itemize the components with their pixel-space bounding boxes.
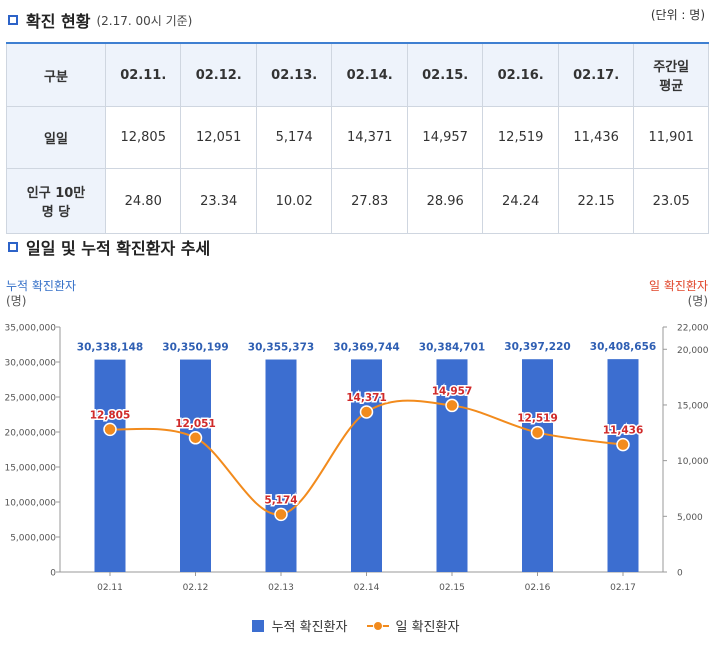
x-axis-tick-label: 02.12 xyxy=(183,583,209,593)
bar-label: 30,408,656 xyxy=(590,341,656,353)
right-axis-unit: (명) xyxy=(688,294,708,308)
status-title: 확진 현황 xyxy=(26,12,91,31)
bar-label: 30,384,701 xyxy=(419,341,485,353)
line-label: 12,805 xyxy=(90,409,131,421)
table-header-cell: 구분 xyxy=(6,42,106,107)
bar xyxy=(94,359,126,572)
line-label: 12,519 xyxy=(517,413,558,425)
line-point xyxy=(530,425,545,440)
bar xyxy=(522,359,553,572)
x-axis-tick-label: 02.15 xyxy=(439,583,465,593)
left-axis-tick-label: 30,000,000 xyxy=(4,359,56,369)
table-cell: 14,371 xyxy=(331,106,408,169)
table-header-cell: 02.16. xyxy=(482,42,559,107)
right-axis-tick-label: 22,000 xyxy=(677,324,709,334)
table-header-row: 구분 02.11. 02.12. 02.13. 02.14. 02.15. 02.16. 02… xyxy=(6,42,709,107)
right-axis-tick-label: 20,000 xyxy=(677,346,709,356)
left-axis-tick-label: 20,000,000 xyxy=(4,429,56,439)
line-point xyxy=(274,507,288,522)
bar-label: 30,397,220 xyxy=(504,341,570,353)
x-axis-tick-label: 02.14 xyxy=(354,583,380,593)
bar xyxy=(180,359,211,572)
line-label: 12,051 xyxy=(175,418,216,430)
bar-label: 30,338,148 xyxy=(77,342,143,354)
left-axis-tick-label: 10,000,000 xyxy=(4,499,56,509)
line-label: 14,371 xyxy=(346,392,387,404)
table-header-cell: 02.14. xyxy=(331,42,408,107)
line-label: 11,436 xyxy=(603,425,644,437)
legend-item-daily: 일 확진환자 xyxy=(367,616,459,635)
bar xyxy=(607,359,639,572)
table-cell: 23.05 xyxy=(633,168,709,234)
table-header-cell: 02.12. xyxy=(180,42,257,107)
trend-title: 일일 및 누적 확진환자 추세 xyxy=(26,239,211,258)
left-axis-tick-label: 0 xyxy=(50,569,56,579)
table-header-cell: 02.17. xyxy=(557,42,635,107)
table-cell: 12,805 xyxy=(104,106,182,169)
table-row-label: 인구 10만 명 당 xyxy=(6,168,106,234)
bar-label: 30,369,744 xyxy=(333,341,399,353)
line-point xyxy=(616,437,630,452)
left-axis-tick-label: 15,000,000 xyxy=(4,464,56,474)
line-point xyxy=(188,431,203,445)
left-axis-unit: (명) xyxy=(6,294,26,308)
table-header-cell: 02.15. xyxy=(406,42,484,107)
table-header-cell: 02.11. xyxy=(104,42,182,107)
table-row: 인구 10만 명 당 24.80 23.34 10.02 27.83 28.96 24.24 2… xyxy=(6,168,709,234)
bar xyxy=(265,359,297,572)
table-cell: 22.15 xyxy=(557,168,635,234)
line-label: 14,957 xyxy=(432,385,473,397)
table-row-label: 일일 xyxy=(6,106,106,169)
right-axis-tick-label: 10,000 xyxy=(677,457,709,467)
line-point xyxy=(103,422,117,437)
table-cell: 11,901 xyxy=(633,106,709,169)
legend-line-swatch xyxy=(367,620,390,632)
square-bullet-icon xyxy=(8,242,18,252)
table-header-cell: 02.13. xyxy=(255,42,333,107)
square-bullet-icon xyxy=(8,15,18,25)
table-cell: 10.02 xyxy=(255,168,333,234)
x-axis-tick-label: 02.13 xyxy=(268,583,294,593)
section-title-status: 확진 현황 (2.17. 00시 기준) xyxy=(8,8,192,32)
table-cell: 12,051 xyxy=(180,106,257,169)
x-axis-tick-label: 02.16 xyxy=(525,583,551,593)
left-axis-tick-label: 35,000,000 xyxy=(4,324,56,334)
line-point xyxy=(445,398,459,413)
bar-label: 30,350,199 xyxy=(162,342,228,354)
line-point xyxy=(359,405,374,419)
right-axis-title: 일 확진환자 xyxy=(649,279,708,293)
bar xyxy=(436,359,468,572)
table-cell: 23.34 xyxy=(180,168,257,234)
table-cell: 24.80 xyxy=(104,168,182,234)
legend-label-daily: 일 확진환자 xyxy=(395,620,460,635)
bar xyxy=(351,359,382,572)
x-axis-tick-label: 02.11 xyxy=(97,583,123,593)
right-axis-tick-label: 0 xyxy=(677,569,683,579)
section-title-trend: 일일 및 누적 확진환자 추세 xyxy=(8,235,210,259)
legend-label-cumulative: 누적 확진환자 xyxy=(271,620,348,635)
table-cell: 11,436 xyxy=(557,106,635,169)
legend-item-cumulative: 누적 확진환자 xyxy=(251,616,348,635)
line-label: 5,174 xyxy=(264,494,297,506)
right-axis-tick-label: 5,000 xyxy=(677,513,703,523)
left-axis-tick-label: 5,000,000 xyxy=(10,534,56,544)
chart-legend: 누적 확진환자 일 확진환자 xyxy=(0,616,711,635)
status-subtitle: (2.17. 00시 기준) xyxy=(96,13,193,28)
left-axis-tick-label: 25,000,000 xyxy=(4,394,56,404)
legend-bar-swatch xyxy=(251,619,264,632)
right-axis-tick-label: 15,000 xyxy=(677,401,709,411)
status-table: 구분 02.11. 02.12. 02.13. 02.14. 02.15. 02.16. 02… xyxy=(6,42,709,234)
left-axis-title: 누적 확진환자 xyxy=(6,279,76,293)
table-cell: 5,174 xyxy=(255,106,333,169)
bar-label: 30,355,373 xyxy=(248,342,314,354)
table-cell: 28.96 xyxy=(406,168,484,234)
table-header-cell: 주간일 평균 xyxy=(633,42,709,107)
unit-label: (단위 : 명) xyxy=(650,8,705,22)
x-axis-tick-label: 02.17 xyxy=(610,583,636,593)
